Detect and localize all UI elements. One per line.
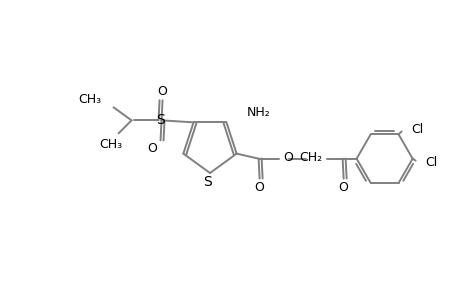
Text: CH₃: CH₃ [99,138,122,151]
Text: O: O [283,151,293,164]
Text: Cl: Cl [425,156,437,169]
Text: O: O [254,181,264,194]
Text: CH₃: CH₃ [78,93,101,106]
Text: Cl: Cl [411,123,423,136]
Text: O: O [147,142,157,155]
Text: O: O [338,181,348,194]
Text: S: S [156,113,165,127]
Text: NH₂: NH₂ [246,106,269,119]
Text: O: O [157,85,167,98]
Text: CH₂: CH₂ [298,151,321,164]
Text: S: S [203,175,212,189]
